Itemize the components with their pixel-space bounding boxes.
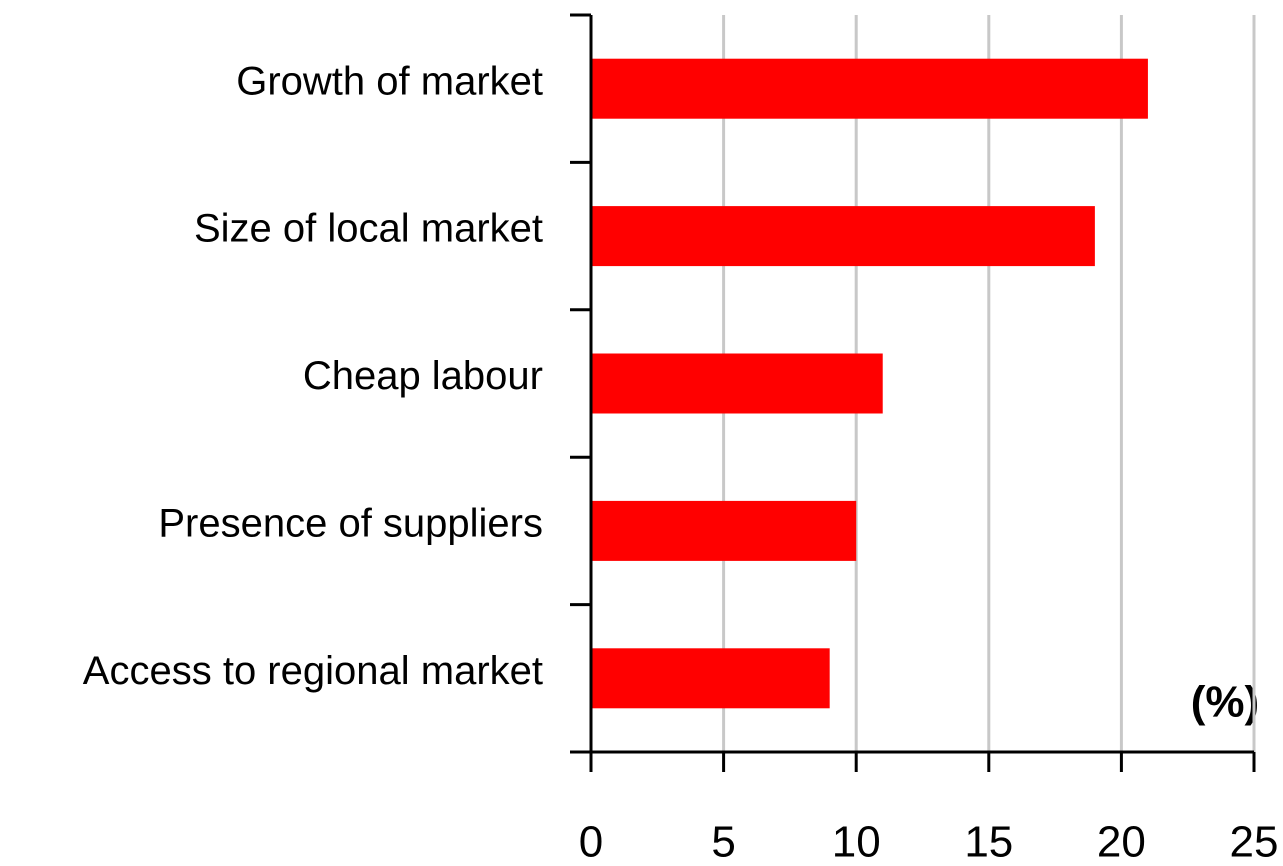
y-tick-label: Presence of suppliers — [158, 501, 543, 545]
x-tick-label: 25 — [1230, 818, 1279, 866]
x-tick-label: 5 — [711, 818, 735, 866]
x-tick-label: 15 — [964, 818, 1013, 866]
bar — [591, 58, 1148, 119]
y-tick-label: Cheap labour — [303, 354, 543, 398]
bar — [591, 648, 830, 709]
bar — [591, 206, 1095, 267]
x-tick-label: 10 — [832, 818, 881, 866]
bar — [591, 353, 883, 414]
y-tick-label: Access to regional market — [83, 649, 543, 693]
x-tick-label: 20 — [1097, 818, 1146, 866]
x-tick-label: 0 — [579, 818, 603, 866]
y-tick-label: Growth of market — [236, 59, 543, 103]
unit-annotation: (%) — [1191, 678, 1259, 727]
y-tick-label: Size of local market — [194, 207, 543, 251]
bar — [591, 500, 857, 561]
